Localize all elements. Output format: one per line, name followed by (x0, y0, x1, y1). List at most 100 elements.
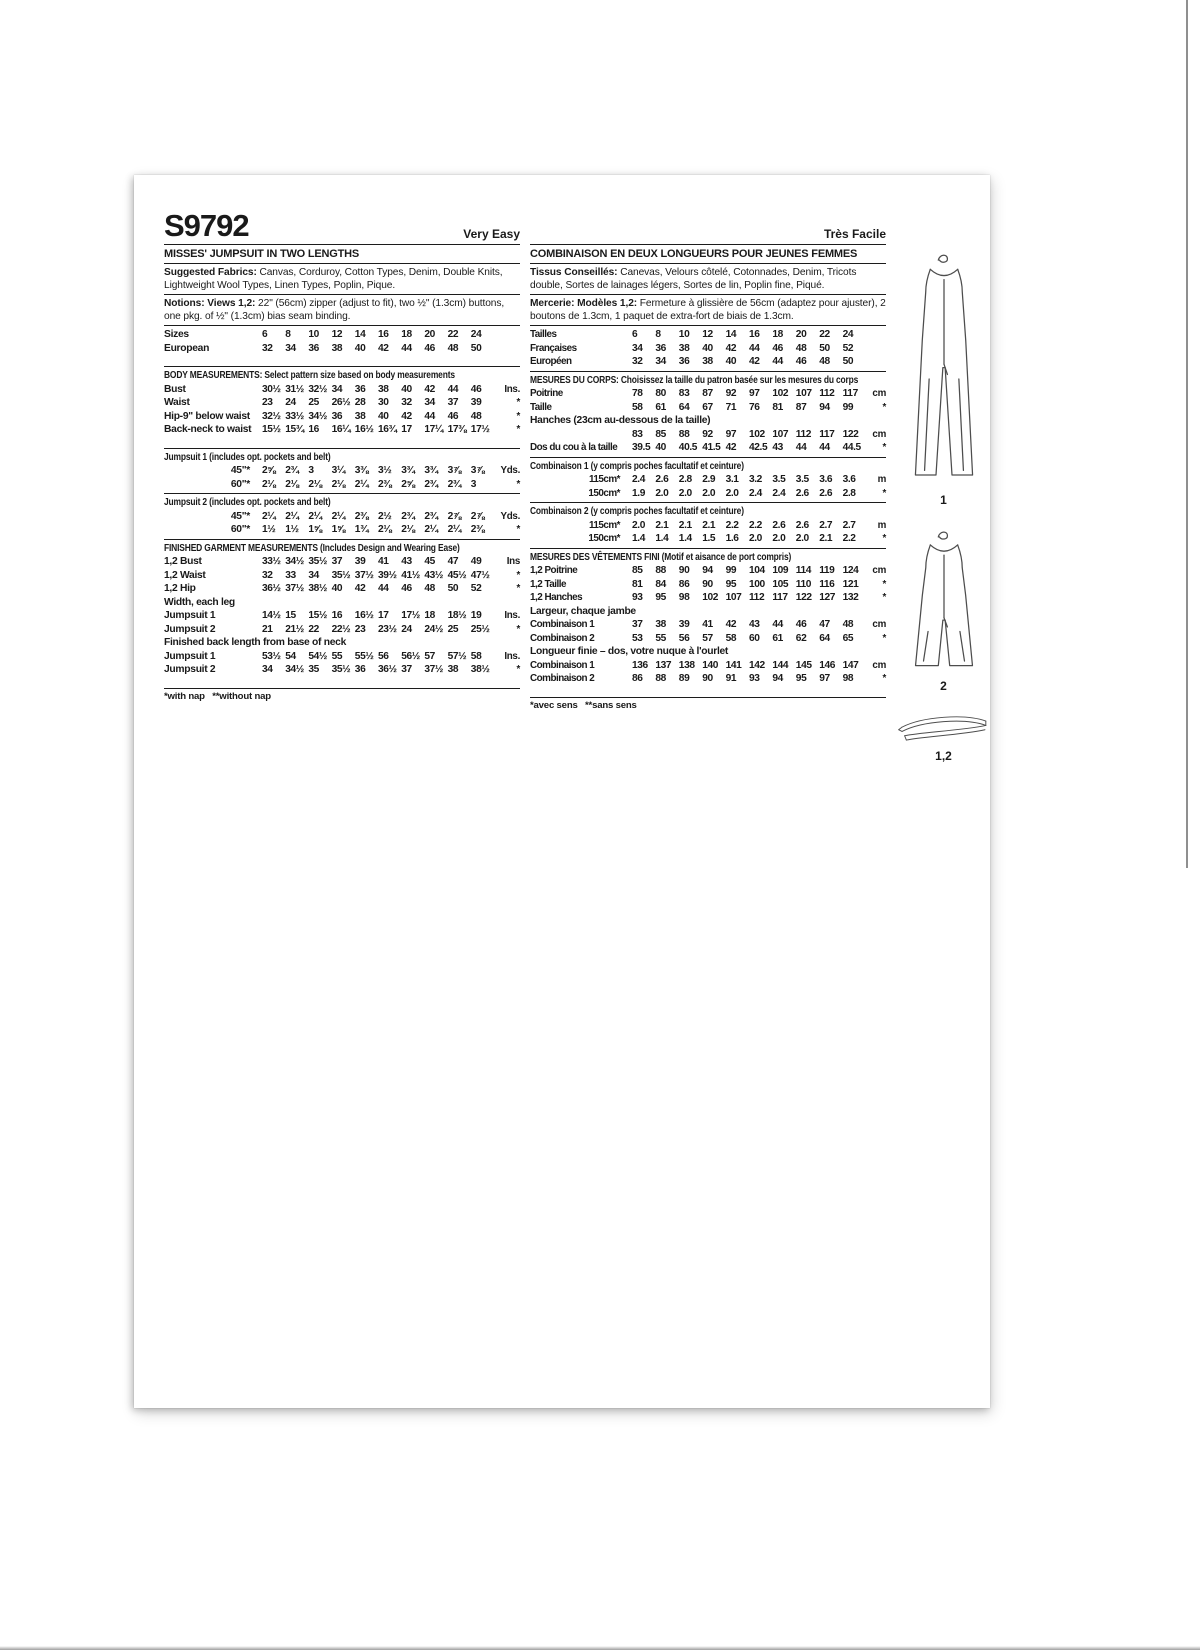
paragraph-lead: Notions: Views 1,2: (164, 298, 256, 309)
cell-value: 36½ (262, 583, 281, 594)
cell-value: 1.4 (655, 533, 669, 544)
divider (530, 370, 886, 372)
cell-value: 64 (819, 632, 830, 644)
cell-value: 3⅞ (470, 465, 485, 476)
cell-value: 102 (702, 592, 718, 603)
row-label: Sizes (164, 329, 189, 340)
cell-value: 18½ (447, 610, 467, 621)
table-row: 1,2 Waist 32 33 34 35½ 37½ 39½ 41½ 43½ 45½ 47½ * (164, 569, 520, 583)
cell-value: 34 (632, 342, 643, 354)
cell-value: 2.0 (678, 487, 692, 499)
cell-value: 53½ (262, 650, 281, 662)
cell-value: 2⅜ (354, 510, 369, 522)
cell-value: 2¼ (424, 524, 438, 535)
row-label: 1,2 Hanches (530, 592, 583, 603)
table-row: Françaises 34 36 38 40 42 44 46 48 50 52 (530, 342, 886, 356)
divider (530, 696, 886, 698)
cell-value: 21 (262, 623, 273, 635)
cell-value: 34 (262, 664, 273, 675)
table-row: Jumpsuit 1 53½ 54 54½ 55 55½ 56 56½ 57 57½ 58 Ins. (164, 650, 520, 664)
unit-label: Ins. (504, 610, 520, 621)
cell-value: 2.1 (819, 533, 833, 544)
unit-label (866, 355, 886, 369)
cell-value: 10 (678, 329, 690, 340)
divider (164, 263, 520, 264)
cell-value: 46 (470, 383, 482, 395)
cell-value: 2.0 (702, 487, 716, 499)
table-subheading: Largeur, chaque jambe (530, 605, 636, 617)
section-heading: Jumpsuit 1 (includes opt. pockets and be… (164, 451, 331, 463)
cell-value: 43 (772, 442, 783, 453)
table-row: Jumpsuit 2 34 34½ 35 35½ 36 36½ 37 37½ 38 38½ * (164, 663, 520, 677)
cell-value: 1.9 (632, 487, 645, 499)
table-row: Combinaison 1 37 38 39 41 42 43 44 46 47 48 cm (530, 618, 886, 632)
cell-value: 46 (401, 583, 412, 594)
cell-value: 32 (262, 569, 273, 581)
row-label: 115cm* (588, 474, 621, 485)
row-label: Combinaison 2 (530, 632, 595, 644)
cell-value: 2¼ (285, 510, 299, 522)
row-label: 150cm* (588, 533, 620, 544)
table-row: Tailles 6 8 10 12 14 16 18 20 22 24 (530, 328, 886, 342)
cell-value: 38 (354, 410, 366, 422)
cell-value: 22 (447, 329, 459, 340)
table-row: Dos du cou à la taille 39.5 40 40.5 41.5 42 42… (530, 441, 886, 455)
cell-value: 86 (632, 673, 643, 684)
cell-value: 49 (470, 556, 482, 567)
cell-value: 3¾ (401, 465, 415, 476)
row-label: Jumpsuit 1 (164, 650, 216, 662)
cell-value: 61 (655, 401, 666, 413)
row-label: Jumpsuit 1 (164, 610, 216, 621)
cell-value: 39 (354, 556, 366, 567)
divider (164, 244, 520, 245)
cell-value: 2.7 (842, 519, 856, 531)
cell-value: 50 (470, 342, 482, 354)
cell-value: 23½ (378, 623, 397, 635)
cell-value: 1.6 (725, 533, 739, 544)
footnote: *with nap **without nap (164, 690, 271, 702)
cell-value: 112 (748, 592, 765, 603)
unit-label: * (516, 524, 520, 535)
cell-value: 2.4 (772, 487, 786, 499)
cell-value: 17½ (401, 610, 420, 621)
cell-value: 2¾ (424, 478, 438, 490)
cell-value: 91 (725, 673, 737, 684)
cell-value: 48 (424, 583, 435, 594)
cell-value: 37 (632, 619, 643, 630)
cell-value: 46 (772, 342, 783, 354)
cell-value: 47 (819, 619, 830, 630)
cell-value: 32 (401, 397, 412, 408)
cell-value: 32 (632, 356, 643, 367)
paragraph: Mercerie: Modèles 1,2: Fermeture à gliss… (530, 298, 886, 322)
cell-value: 44 (401, 342, 412, 354)
cell-value: 2.0 (795, 533, 809, 544)
cell-value: 25 (447, 623, 459, 635)
table-row: Back-neck to waist 15½ 15¾ 16 16¼ 16½ 16¾ 17 17¼… (164, 423, 520, 437)
cell-value: 44 (447, 383, 459, 395)
cell-value: 88 (678, 428, 690, 440)
unit-label (494, 328, 520, 342)
cell-value: 2.2 (842, 533, 856, 544)
table-row: 150cm* 1.9 2.0 2.0 2.0 2.0 2.4 2.4 2.6 2.6 2.8 * (530, 487, 886, 501)
cell-value: 116 (819, 578, 835, 590)
cell-value: 100 (748, 578, 765, 590)
english-header: S9792 Very Easy (164, 199, 520, 241)
cell-value: 2⅞ (470, 510, 485, 522)
section-heading: Combinaison 2 (y compris poches facultat… (530, 506, 744, 517)
cell-value: 17½ (470, 424, 490, 435)
cell-value: 16¼ (331, 424, 351, 435)
cell-value: 44 (378, 583, 389, 594)
table-row: 45"* 2⅝ 2¾ 3 3¼ 3⅜ 3½ 3¾ 3¾ 3⅞ 3⅞ Yds. (164, 464, 520, 478)
cell-value: 40 (702, 342, 713, 354)
row-label: 1,2 Taille (530, 578, 566, 590)
paragraph: Tissus Conseillés: Canevas, Velours côte… (530, 267, 857, 291)
divider (530, 502, 886, 503)
cell-value: 42 (748, 356, 760, 367)
table-row: Jumpsuit 1 14½ 15 15½ 16 16½ 17 17½ 18 18½ 19 Ins. (164, 609, 520, 623)
cell-value: 95 (725, 578, 737, 590)
row-label: Poitrine (530, 388, 563, 399)
cell-value: 40 (331, 583, 343, 594)
table-row: 60"* 1½ 1½ 1⅝ 1⅝ 1¾ 2⅛ 2⅛ 2¼ 2¼ 2⅜ * (164, 523, 520, 537)
cell-value: 2.6 (772, 519, 786, 531)
cell-value: 18 (424, 610, 435, 621)
